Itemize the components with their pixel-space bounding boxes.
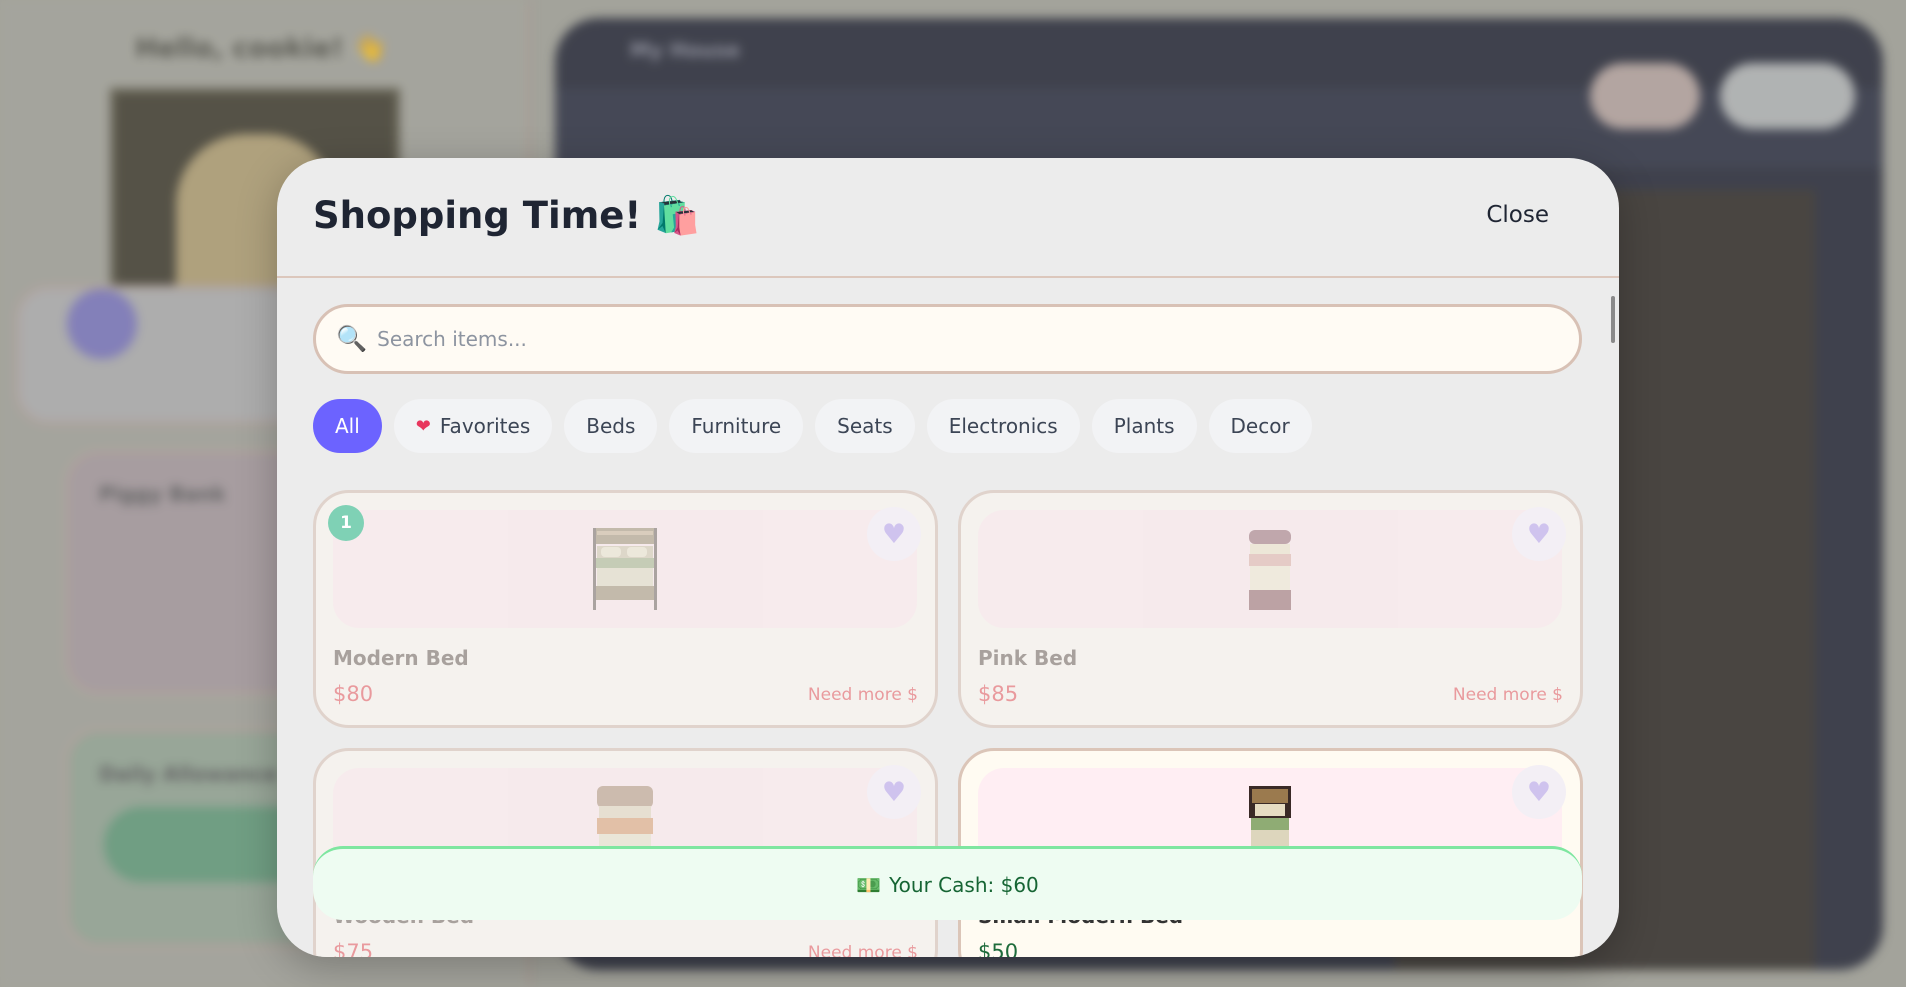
item-price: $80 bbox=[333, 682, 374, 706]
search-field[interactable]: 🔍 bbox=[313, 304, 1582, 374]
heart-icon: ❤ bbox=[415, 415, 431, 437]
item-status: Need more $ bbox=[1452, 685, 1563, 705]
search-icon: 🔍 bbox=[336, 324, 368, 353]
favorite-heart-icon[interactable]: ♥ bbox=[867, 507, 921, 561]
shopping-bags-icon: 🛍️ bbox=[654, 194, 701, 237]
cash-display: 💵 Your Cash: $60 bbox=[313, 846, 1582, 920]
item-card[interactable]: ♥ Pink Bed $85 Need more $ bbox=[958, 490, 1583, 728]
modal-header: Shopping Time! 🛍️ Close bbox=[277, 158, 1619, 278]
item-price: $50 bbox=[978, 940, 1019, 957]
money-icon: 💵 bbox=[856, 872, 882, 897]
item-status: Need more $ bbox=[807, 685, 918, 705]
category-favorites[interactable]: ❤ Favorites bbox=[393, 399, 553, 453]
category-all[interactable]: All bbox=[313, 399, 382, 453]
category-furniture[interactable]: Furniture bbox=[669, 399, 804, 453]
search-input[interactable] bbox=[377, 327, 1478, 351]
greeting: Hello, cookie! 👋 bbox=[135, 33, 387, 64]
favorite-heart-icon[interactable]: ♥ bbox=[867, 765, 921, 819]
category-filters: All ❤ Favorites Beds Furniture Seats Elec… bbox=[313, 399, 1312, 453]
favorite-heart-icon[interactable]: ♥ bbox=[1512, 507, 1566, 561]
scrollbar[interactable] bbox=[1611, 296, 1615, 343]
favorite-heart-icon[interactable]: ♥ bbox=[1512, 765, 1566, 819]
pink-bed-image bbox=[978, 510, 1562, 628]
item-name: Modern Bed bbox=[333, 646, 469, 670]
piggy-bank-title: Piggy Bank bbox=[99, 482, 226, 506]
modern-bed-image bbox=[333, 510, 917, 628]
item-card[interactable]: 1 ♥ Modern Bed $80 Need more $ bbox=[313, 490, 938, 728]
close-button[interactable]: Close bbox=[1486, 202, 1549, 228]
item-price: $75 bbox=[333, 940, 374, 957]
allowance-title: Daily Allowance bbox=[99, 762, 278, 786]
category-seats[interactable]: Seats bbox=[815, 399, 915, 453]
category-beds[interactable]: Beds bbox=[564, 399, 658, 453]
category-electronics[interactable]: Electronics bbox=[926, 399, 1080, 453]
category-plants[interactable]: Plants bbox=[1091, 399, 1197, 453]
owned-count-badge: 1 bbox=[328, 505, 364, 541]
item-price: $85 bbox=[978, 682, 1019, 706]
modal-title: Shopping Time! 🛍️ bbox=[313, 194, 701, 237]
item-status: Need more $ bbox=[807, 943, 918, 957]
shop-modal: Shopping Time! 🛍️ Close 🔍 All ❤Favorites… bbox=[277, 158, 1619, 957]
item-name: Pink Bed bbox=[978, 646, 1078, 670]
cash-label: Your Cash: $60 bbox=[889, 872, 1039, 897]
house-title: My House bbox=[630, 38, 741, 62]
category-decor[interactable]: Decor bbox=[1208, 399, 1312, 453]
